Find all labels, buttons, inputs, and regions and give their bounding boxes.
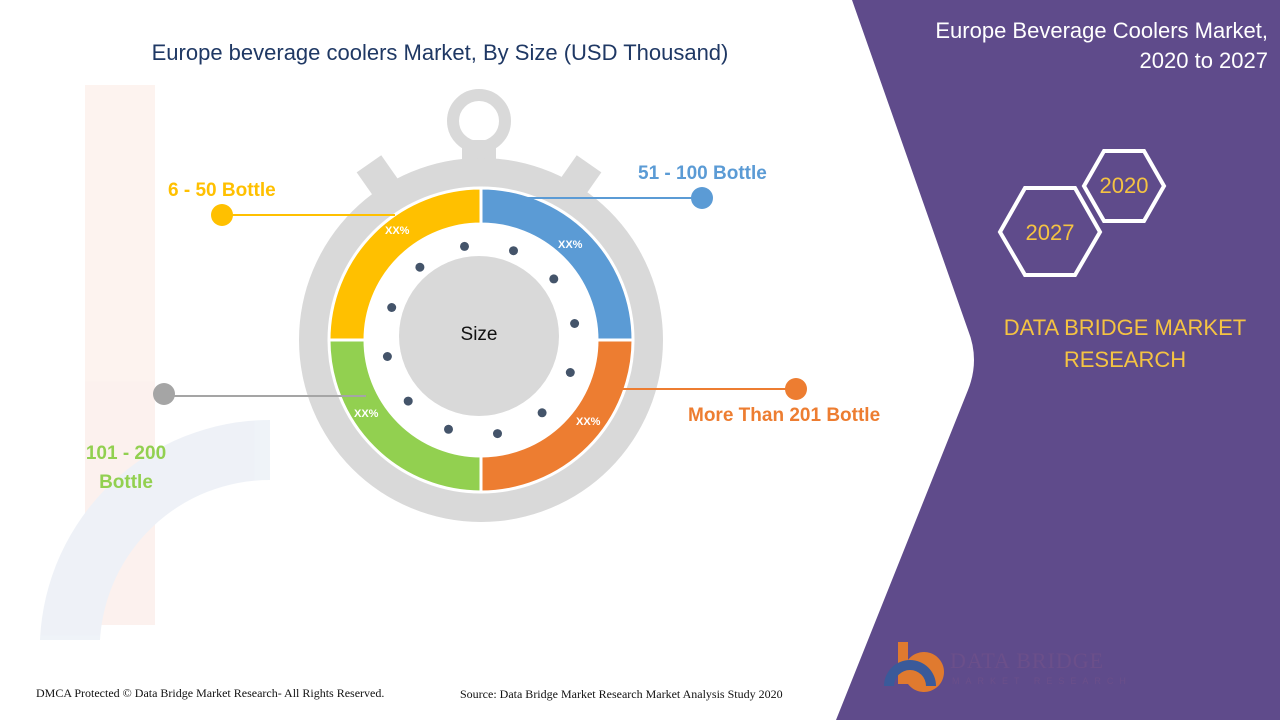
value-label-101-200: XX% bbox=[354, 408, 379, 420]
side-panel bbox=[836, 0, 1280, 720]
hexagon-2020-icon bbox=[1081, 149, 1167, 223]
segment-label-101-200: 101 - 200 Bottle bbox=[66, 439, 186, 497]
center-circle bbox=[399, 256, 559, 416]
hexagon-2027-icon bbox=[997, 186, 1103, 277]
brand-line1: DATA BRIDGE MARKET bbox=[1003, 315, 1247, 340]
stopwatch-ring bbox=[447, 89, 511, 153]
tick-dot bbox=[537, 408, 547, 418]
marker-51-100 bbox=[691, 187, 713, 209]
tick-dot bbox=[403, 396, 413, 406]
segment-label-101-200-line1: 101 - 200 bbox=[85, 443, 167, 464]
connectors bbox=[153, 187, 807, 405]
marker-201 bbox=[785, 378, 807, 400]
tick-dots bbox=[382, 241, 580, 439]
tick-dot bbox=[570, 319, 580, 328]
tick-dot bbox=[565, 368, 575, 377]
segment-label-201: More Than 201 Bottle bbox=[688, 405, 881, 426]
source-text: Source: Data Bridge Market Research Mark… bbox=[460, 687, 783, 701]
value-label-201: XX% bbox=[576, 416, 601, 428]
center-label: Size bbox=[460, 324, 498, 345]
tick-dot bbox=[387, 303, 397, 312]
logo-name: DATA BRIDGE bbox=[950, 648, 1105, 673]
value-label-51-100: XX% bbox=[558, 239, 583, 251]
chart-title: Europe beverage coolers Market, By Size … bbox=[151, 40, 729, 65]
tick-dot bbox=[493, 429, 502, 439]
report-title: Europe Beverage Coolers Market, 2020 to … bbox=[888, 16, 1268, 76]
copyright-text: DMCA Protected © Data Bridge Market Rese… bbox=[36, 686, 385, 700]
watermark bbox=[40, 85, 270, 640]
segment-label-6-50: 6 - 50 Bottle bbox=[168, 180, 276, 201]
tick-dot bbox=[444, 424, 453, 434]
report-title-line2: 2020 to 2027 bbox=[1139, 48, 1268, 73]
brand-line2: RESEARCH bbox=[1063, 347, 1187, 372]
value-label-6-50: XX% bbox=[385, 225, 410, 237]
logo-tagline: MARKET RESEARCH bbox=[952, 676, 1132, 686]
data-bridge-logo-icon bbox=[884, 642, 945, 692]
tick-dot bbox=[460, 241, 469, 251]
segment-label-101-200-line2: Bottle bbox=[99, 472, 153, 493]
tick-dot bbox=[382, 352, 392, 361]
year-end-label: 2027 bbox=[1025, 220, 1075, 245]
tick-dot bbox=[415, 262, 425, 272]
year-start-label: 2020 bbox=[1099, 173, 1149, 198]
marker-101-200 bbox=[153, 383, 175, 405]
segment-label-51-100: 51 - 100 Bottle bbox=[638, 163, 767, 184]
brand-name: DATA BRIDGE MARKET RESEARCH bbox=[990, 312, 1260, 376]
tick-dot bbox=[509, 246, 518, 256]
marker-6-50 bbox=[211, 204, 233, 226]
tick-dot bbox=[549, 274, 559, 284]
report-title-line1: Europe Beverage Coolers Market, bbox=[935, 18, 1268, 43]
